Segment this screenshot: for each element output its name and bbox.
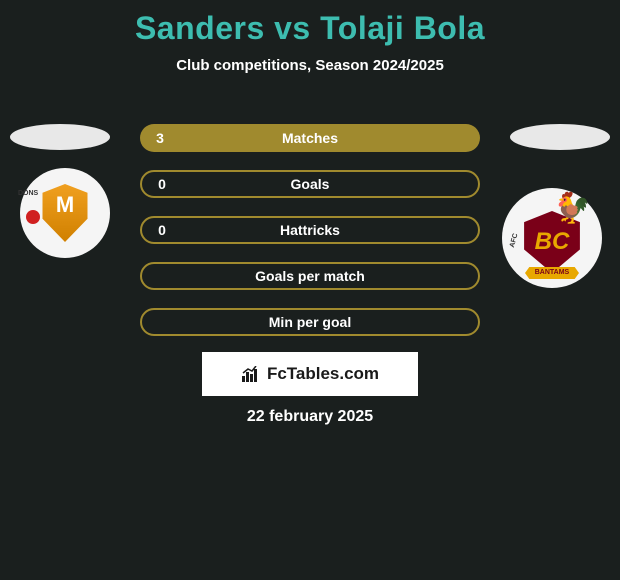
badge-text-left: DONS xyxy=(18,190,38,197)
badge-dot-icon xyxy=(26,210,40,224)
shield-icon: M xyxy=(40,184,90,242)
stat-bar: 0Hattricks xyxy=(140,216,480,244)
stat-bar: 0Goals xyxy=(140,170,480,198)
badge-letter: M xyxy=(40,192,90,218)
player-avatar-right xyxy=(510,124,610,150)
club-badge-right: AFC BC 🐓 BANTAMS xyxy=(502,188,602,288)
rooster-icon: 🐓 xyxy=(554,191,591,226)
date-label: 22 february 2025 xyxy=(0,408,620,426)
chart-icon xyxy=(241,366,261,382)
stat-label: Min per goal xyxy=(182,314,478,330)
stat-label: Goals xyxy=(182,176,478,192)
page-title: Sanders vs Tolaji Bola xyxy=(0,0,620,47)
badge-banner: BANTAMS xyxy=(525,267,579,279)
badge-letters: BC xyxy=(535,228,570,256)
stat-bar: Min per goal xyxy=(140,308,480,336)
badge-side-text: AFC xyxy=(509,233,519,249)
subtitle: Club competitions, Season 2024/2025 xyxy=(0,57,620,74)
stat-label: Hattricks xyxy=(182,222,478,238)
club-badge-left: DONS M xyxy=(20,168,110,258)
stat-label: Matches xyxy=(180,130,480,146)
stat-bar: Goals per match xyxy=(140,262,480,290)
player-avatar-left xyxy=(10,124,110,150)
stat-label: Goals per match xyxy=(182,268,478,284)
stat-value: 0 xyxy=(142,222,182,238)
stat-value: 3 xyxy=(140,130,180,146)
stat-bar: 3Matches xyxy=(140,124,480,152)
watermark: FcTables.com xyxy=(202,352,418,396)
stat-value: 0 xyxy=(142,176,182,192)
stats-bars: 3Matches0Goals0HattricksGoals per matchM… xyxy=(140,124,480,354)
watermark-text: FcTables.com xyxy=(267,364,379,384)
